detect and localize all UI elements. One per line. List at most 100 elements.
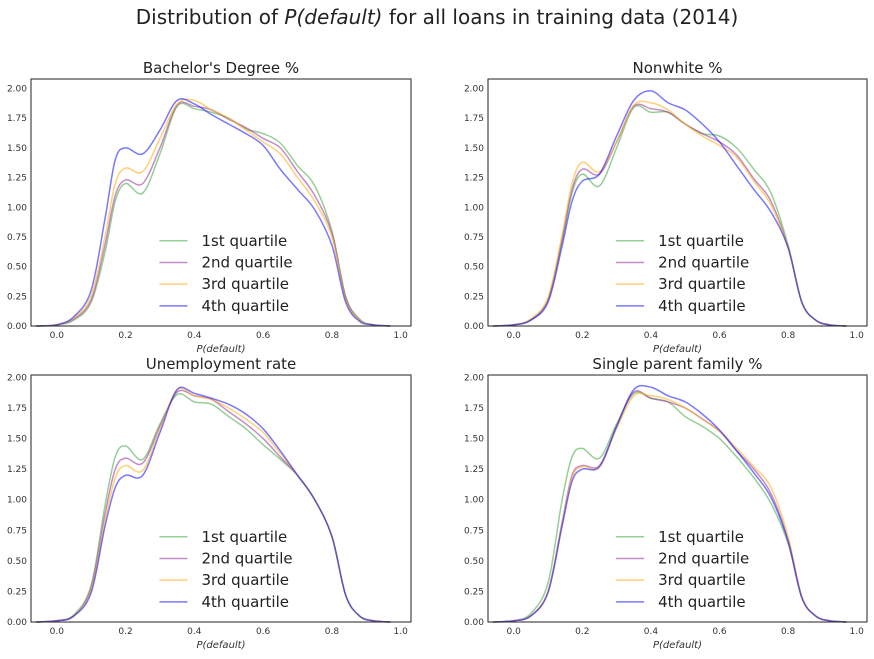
y-tick-label: 1.50 [7,144,27,154]
y-tick-label: 1.75 [7,114,27,124]
y-tick-label: 1.25 [7,174,27,184]
legend: 1st quartile 2nd quartile 3rd quartile 4th … [616,528,749,611]
legend-label-1: 1st quartile [201,232,287,250]
y-tick-label: 0.75 [464,526,484,536]
y-tick-label: 0.25 [464,587,484,597]
figure-title-pre: Distribution of [135,5,285,29]
series-line-4 [36,98,391,327]
x-tick-label: 0.8 [781,331,796,341]
legend-label-1: 1st quartile [658,528,744,546]
x-axis-label: P(default) [196,640,245,651]
y-tick-label: 0.25 [7,587,27,597]
subplot-title: Bachelor's Degree % [143,59,299,77]
y-tick-label: 0.00 [7,618,27,628]
subplot-4: Single parent family % 0.0 0.2 0.4 0.6 0.8 1.0… [464,355,868,651]
y-tick-label: 0.00 [7,322,27,332]
legend-label-3: 3rd quartile [201,571,289,589]
y-tick-label: 0.50 [464,263,484,273]
axes-frame [30,374,412,623]
y-tick-label: 2.00 [464,85,484,95]
legend-label-4: 4th quartile [658,297,746,315]
x-tick-label: 0.4 [187,331,202,341]
subplot-1: Bachelor's Degree % 0.0 0.2 0.4 0.6 0.8 1.0 0.0… [7,59,412,355]
x-tick-label: 0.6 [712,331,727,341]
y-tick-label: 0.75 [7,233,27,243]
x-tick-label: 0.6 [712,627,727,637]
y-tick-label: 0.00 [464,618,484,628]
y-tick-label: 0.25 [464,292,484,302]
y-tick-label: 1.00 [7,203,27,213]
x-tick-label: 1.0 [850,627,865,637]
legend-label-4: 4th quartile [201,593,289,611]
series-line-4 [493,384,847,623]
y-tick-label: 1.00 [464,203,484,213]
y-tick-label: 0.50 [7,263,27,273]
y-tick-label: 1.00 [7,496,27,506]
x-tick-label: 0.2 [118,331,132,341]
x-tick-label: 0.8 [325,331,340,341]
legend-label-3: 3rd quartile [658,275,746,293]
y-tick-label: 1.25 [464,465,484,475]
y-tick-label: 1.75 [464,114,484,124]
y-tick-label: 1.75 [464,404,484,414]
y-tick-label: 1.25 [464,174,484,184]
x-tick-label: 1.0 [850,331,865,341]
legend-label-2: 2nd quartile [658,253,749,271]
axes-frame [487,374,868,623]
legend: 1st quartile 2nd quartile 3rd quartile 4th … [159,528,293,611]
legend-label-1: 1st quartile [658,232,744,250]
series-line-4 [493,90,847,327]
x-tick-label: 0.6 [256,331,271,341]
x-tick-label: 0.2 [575,331,589,341]
legend-label-3: 3rd quartile [658,571,746,589]
y-tick-label: 0.25 [7,292,27,302]
x-axis-label: P(default) [196,344,245,355]
y-tick-label: 2.00 [464,373,484,383]
y-tick-label: 0.75 [7,526,27,536]
legend-label-1: 1st quartile [201,528,287,546]
y-tick-label: 1.25 [7,465,27,475]
legend-label-4: 4th quartile [658,593,746,611]
legend-label-3: 3rd quartile [201,275,289,293]
x-tick-label: 0.8 [325,627,340,637]
x-tick-label: 0.0 [50,627,65,637]
y-tick-label: 1.50 [464,435,484,445]
subplot-title: Single parent family % [592,355,762,373]
x-tick-label: 0.2 [118,627,132,637]
x-axis-label: P(default) [653,344,702,355]
x-tick-label: 0.4 [644,627,659,637]
y-tick-label: 0.75 [464,233,484,243]
x-axis-label: P(default) [653,640,702,651]
axes-frame [30,78,412,327]
y-tick-label: 0.50 [7,557,27,567]
x-tick-label: 1.0 [394,627,409,637]
x-tick-label: 0.0 [507,331,522,341]
y-tick-label: 1.00 [464,496,484,506]
subplot-title: Unemployment rate [146,355,297,373]
subplot-title: Nonwhite % [633,59,723,77]
x-tick-label: 1.0 [394,331,409,341]
legend-label-4: 4th quartile [201,297,289,315]
y-tick-label: 2.00 [7,85,27,95]
legend: 1st quartile 2nd quartile 3rd quartile 4th … [616,232,749,315]
x-tick-label: 0.4 [644,331,659,341]
figure-title-var: P(default) [284,5,383,29]
y-tick-label: 1.50 [7,435,27,445]
x-tick-label: 0.8 [781,627,796,637]
x-tick-label: 0.6 [256,627,271,637]
legend-label-2: 2nd quartile [658,549,749,567]
series-line-3 [36,98,391,327]
x-tick-label: 0.2 [575,627,589,637]
figure-title-post: for all loans in training data (2014) [382,5,739,29]
subplot-2: Nonwhite % 0.0 0.2 0.4 0.6 0.8 1.0 0.00 0.25 0.50… [464,59,868,355]
axes-frame [487,78,868,327]
subplot-3: Unemployment rate 0.0 0.2 0.4 0.6 0.8 1.0 0.00 0… [7,355,412,651]
x-tick-label: 0.0 [50,331,65,341]
legend: 1st quartile 2nd quartile 3rd quartile 4th … [159,232,293,315]
x-tick-label: 0.0 [507,627,522,637]
y-tick-label: 1.50 [464,144,484,154]
y-tick-label: 0.50 [464,557,484,567]
y-tick-label: 1.75 [7,404,27,414]
y-tick-label: 0.00 [464,322,484,332]
